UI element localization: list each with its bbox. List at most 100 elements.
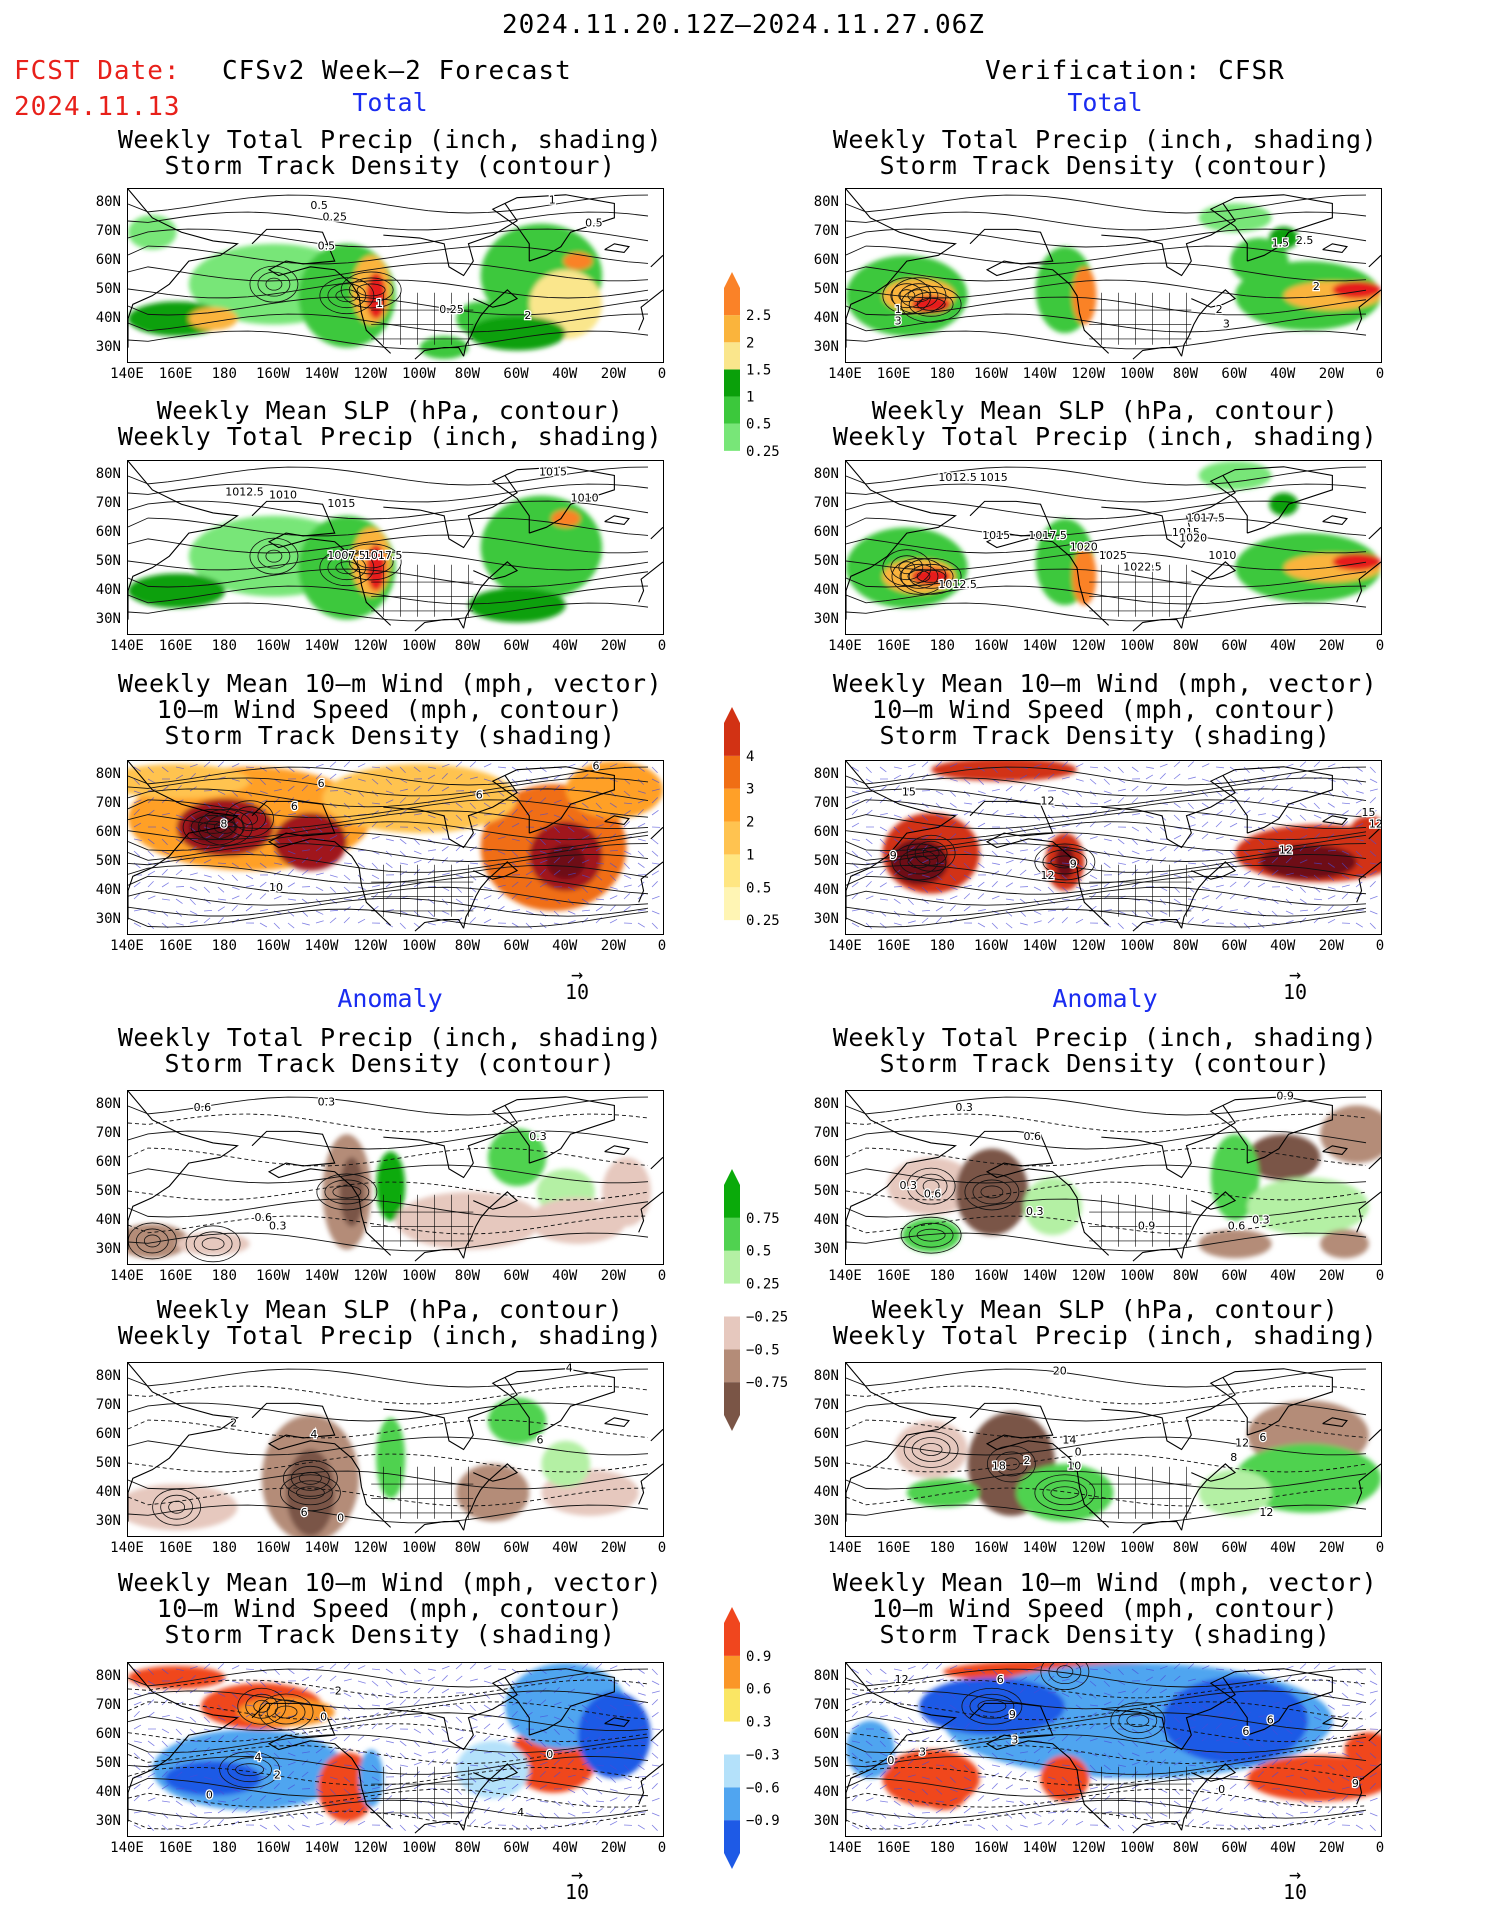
colorbar-swatch	[724, 1250, 740, 1284]
lat-tick-label: 60N	[95, 1154, 121, 1171]
coastline	[1356, 289, 1381, 331]
coastline	[604, 1145, 630, 1156]
coastline	[1132, 1521, 1183, 1534]
coastline	[846, 1363, 957, 1522]
lat-tick-label: 50N	[95, 1754, 121, 1771]
lat-tick-label: 70N	[813, 1697, 839, 1714]
coastline	[1101, 1105, 1236, 1179]
coastline	[1368, 526, 1381, 540]
lon-tick-label: 160E	[876, 1540, 911, 1556]
shading-blob	[188, 307, 238, 331]
title-total-forecast-precip: Weekly Total Precip (inch, shading) Storm…	[117, 125, 663, 180]
map-anom-verif-slp-precip: 20 18 2 0 14 10 12 8 12 6	[845, 1362, 1382, 1537]
lon-tick-label: 120W	[1071, 1840, 1106, 1856]
lon-tick-label: 160E	[158, 1540, 193, 1556]
lon-tick-label: 60W	[1221, 366, 1247, 382]
lon-tick-label: 60W	[1221, 1540, 1247, 1556]
lon-tick-label: 180	[211, 638, 237, 654]
contour-label: 6	[1259, 1431, 1266, 1444]
title-total-forecast-wind: Weekly Mean 10—m Wind (mph, vector) 10—m …	[117, 669, 663, 750]
coastline	[638, 1191, 663, 1233]
lon-tick-label: 160E	[876, 638, 911, 654]
title-anom-verif-wind: Weekly Mean 10—m Wind (mph, vector) 10—m …	[832, 1568, 1378, 1649]
lat-tick-label: 80N	[95, 466, 121, 483]
lon-tick-label: 80W	[454, 938, 481, 954]
contour-label: 1015	[1172, 526, 1200, 539]
contour-label: 0.25	[323, 211, 348, 224]
lon-tick-label: 20W	[1318, 938, 1344, 954]
map-anom-verif-precip-storm: 0.3 0.9 0.6 0.3 0.6 0.3 0.9 0.6 0.3	[845, 1090, 1382, 1265]
lat-tick-label: 30N	[95, 1240, 121, 1257]
shading-blob	[1055, 844, 1075, 880]
coastline	[414, 919, 465, 932]
coastline	[846, 461, 957, 620]
contour-label: 6	[592, 761, 599, 773]
contour-label: 15	[1362, 806, 1376, 819]
contour-label: 6	[537, 1434, 544, 1447]
contour-label: 0.5	[310, 199, 328, 212]
shading-blob	[286, 1449, 335, 1536]
lon-tick-label: 160E	[876, 938, 911, 954]
colorbar-swatch	[724, 1283, 740, 1317]
lon-tick-label: 140W	[304, 366, 339, 382]
colorbar-label: 0.3	[746, 1715, 771, 1731]
lat-tick-label: 50N	[813, 1454, 839, 1471]
lat-tick-label: 70N	[95, 1697, 121, 1714]
contour-label: 1017.5	[364, 549, 403, 562]
coastline	[1322, 815, 1348, 826]
coastline	[491, 1668, 615, 1736]
contour-label: 12	[1235, 1437, 1249, 1450]
colorbar-swatch	[724, 1349, 740, 1383]
lon-tick-label: 0	[1375, 638, 1385, 654]
shading-blob	[1072, 266, 1097, 325]
coastline	[1322, 1145, 1348, 1156]
lon-tick-label: 140E	[828, 938, 862, 954]
lat-tick-label: 70N	[813, 1125, 839, 1142]
lat-tick-label: 30N	[813, 338, 839, 355]
contour-label: 0.6	[254, 1211, 271, 1224]
lon-tick-label: 100W	[401, 1840, 436, 1856]
coastline	[650, 526, 663, 540]
lon-tick-label: 180	[929, 1540, 955, 1556]
lon-tick-label: 160W	[256, 638, 290, 654]
map-total-forecast-wind-storm: 6 6 8 10 6 6	[127, 760, 664, 935]
colorbar-label: −0.3	[746, 1747, 780, 1763]
shading-blob	[1320, 1105, 1381, 1164]
lon-tick-label: 40W	[1270, 1540, 1296, 1556]
lat-tick-label: 30N	[95, 1512, 121, 1529]
contour-label: 10	[1067, 1460, 1081, 1473]
coastline	[1101, 1377, 1236, 1451]
colorbar-storm-anom: 0.9 0.6 0.3 −0.3 −0.6 −0.9	[724, 1607, 780, 1869]
contour-label: 1025	[1099, 549, 1127, 562]
coastline	[251, 1702, 392, 1828]
lat-tick-label: 30N	[95, 338, 121, 355]
lat-tick-label: 30N	[813, 910, 839, 927]
vector-ref-anom-verif: → 10	[1275, 1862, 1315, 1904]
lon-tick-label: 40W	[552, 1540, 578, 1556]
coastline	[650, 1728, 663, 1742]
lon-tick-label: 40W	[1270, 638, 1296, 654]
lat-tick-label: 60N	[95, 1726, 121, 1743]
contour-label: 0	[1218, 1783, 1225, 1796]
coastline	[1368, 826, 1381, 840]
coastline	[969, 800, 1110, 926]
colorbar-swatch	[724, 821, 740, 855]
contour-label: 0.3	[269, 1219, 287, 1232]
coastline	[1209, 1668, 1333, 1736]
title-total-verif-wind: Weekly Mean 10—m Wind (mph, vector) 10—m …	[832, 669, 1378, 750]
contour-label: 4	[254, 1751, 261, 1764]
coastline	[1132, 1821, 1183, 1834]
coastline	[383, 1377, 518, 1451]
lon-tick-label: 180	[929, 938, 955, 954]
shading-blob	[164, 1761, 262, 1796]
coastline	[1132, 1249, 1183, 1262]
shading-blob	[339, 1157, 364, 1227]
coastline	[1101, 775, 1236, 849]
lon-tick-label: 120W	[1071, 1268, 1106, 1284]
lon-tick-label: 160E	[158, 938, 193, 954]
contour-label: 1020	[1070, 540, 1098, 553]
coastline	[1181, 1463, 1237, 1531]
contour-label: 6	[291, 800, 298, 813]
lat-tick-label: 50N	[95, 280, 121, 297]
